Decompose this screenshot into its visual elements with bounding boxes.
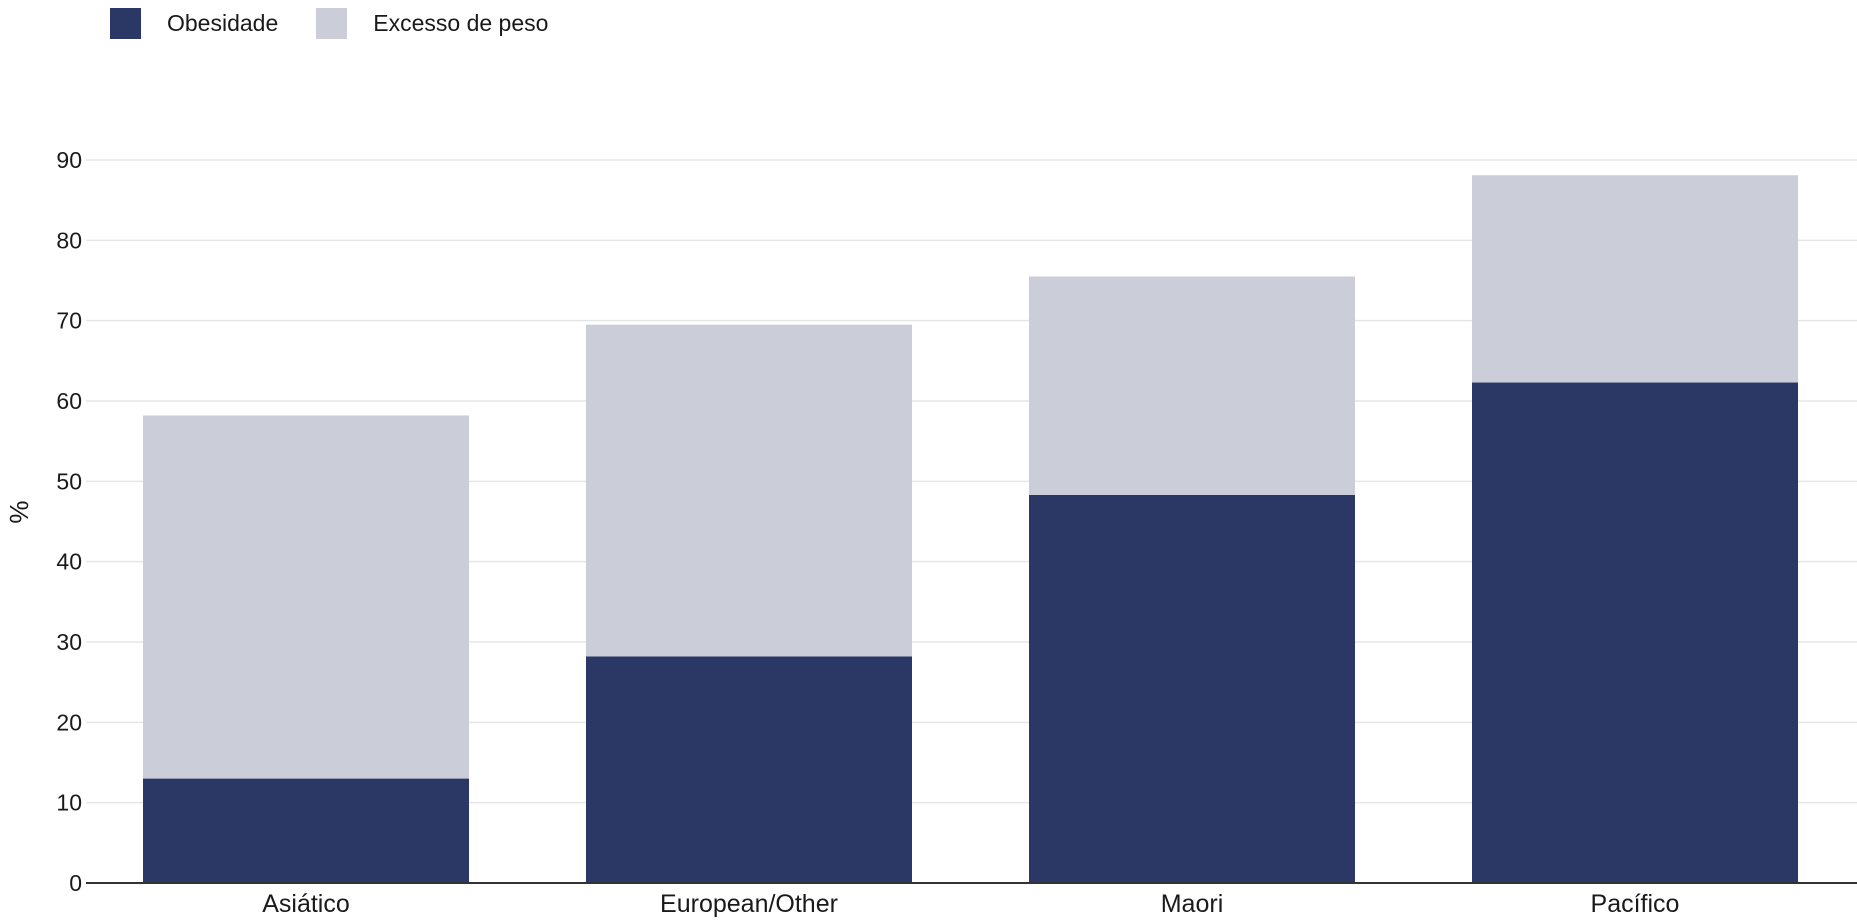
x-tick-label-3: Pacífico bbox=[1591, 890, 1680, 918]
y-tick-label-90: 90 bbox=[56, 147, 82, 173]
bars bbox=[143, 175, 1798, 883]
bar-overweight-0[interactable] bbox=[143, 415, 469, 779]
bar-overweight-2[interactable] bbox=[1029, 276, 1355, 495]
bar-obesity-2[interactable] bbox=[1029, 494, 1355, 883]
y-tick-label-30: 30 bbox=[56, 629, 82, 655]
legend-label-overweight: Excesso de peso bbox=[373, 10, 549, 36]
legend-item-obesity[interactable]: Obesidade bbox=[110, 8, 278, 39]
x-tick-label-0: Asiático bbox=[262, 890, 350, 918]
y-tick-label-70: 70 bbox=[56, 308, 82, 334]
legend-item-overweight[interactable]: Excesso de peso bbox=[316, 8, 548, 39]
x-tick-label-2: Maori bbox=[1161, 890, 1224, 918]
legend-label-obesity: Obesidade bbox=[167, 10, 279, 36]
y-tick-label-20: 20 bbox=[56, 709, 82, 735]
bar-overweight-1[interactable] bbox=[586, 324, 912, 657]
x-axis-labels: Asiático European/Other Maori Pacífico bbox=[262, 890, 1679, 918]
y-tick-label-80: 80 bbox=[56, 227, 82, 253]
legend-swatch-overweight bbox=[316, 8, 348, 39]
chart-legend: Obesidade Excesso de peso bbox=[110, 8, 586, 39]
y-tick-label-0: 0 bbox=[69, 870, 82, 896]
y-axis-title: % bbox=[4, 500, 34, 523]
y-tick-label-60: 60 bbox=[56, 388, 82, 414]
y-tick-label-50: 50 bbox=[56, 468, 82, 494]
y-tick-label-10: 10 bbox=[56, 790, 82, 816]
y-axis-ticks: 0 10 20 30 40 50 60 70 80 90 bbox=[56, 147, 82, 896]
bar-obesity-1[interactable] bbox=[586, 656, 912, 883]
legend-swatch-obesity bbox=[110, 8, 141, 39]
bar-obesity-0[interactable] bbox=[143, 778, 469, 883]
bar-overweight-3[interactable] bbox=[1472, 175, 1798, 383]
y-tick-label-40: 40 bbox=[56, 549, 82, 575]
bar-obesity-3[interactable] bbox=[1472, 382, 1798, 883]
x-tick-label-1: European/Other bbox=[660, 890, 838, 918]
